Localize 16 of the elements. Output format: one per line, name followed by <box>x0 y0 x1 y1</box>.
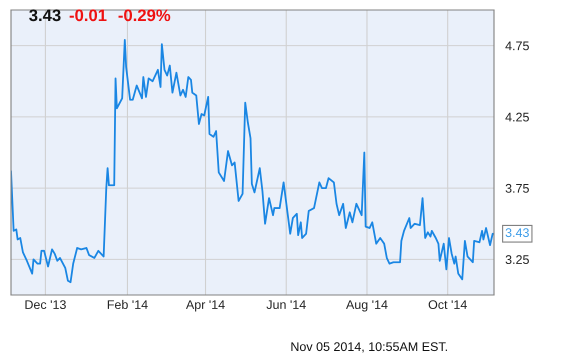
x-tick-label: Dec '13 <box>25 300 66 310</box>
x-tick-label: Oct '14 <box>428 300 467 310</box>
y-tick-label: 3.25 <box>506 255 529 264</box>
annotation: 3.43 <box>506 228 529 238</box>
x-tick-label: Jun '14 <box>266 300 306 310</box>
text: Nov 05 2014, 10:55AM EST. <box>291 342 447 353</box>
y-tick-label: 4.75 <box>505 42 529 50</box>
y-tick-label: 4.25 <box>505 112 529 122</box>
x-tick-label: Aug '14 <box>346 300 388 312</box>
annotation: 3.43 <box>29 9 61 22</box>
y-tick-label: 3.75 <box>506 184 529 193</box>
annotation: -0.29% <box>118 9 170 22</box>
line-series <box>11 39 494 284</box>
x-tick-label: Apr '14 <box>186 300 225 312</box>
x-tick-label: Feb '14 <box>108 300 148 310</box>
annotation: -0.01 <box>70 9 107 22</box>
